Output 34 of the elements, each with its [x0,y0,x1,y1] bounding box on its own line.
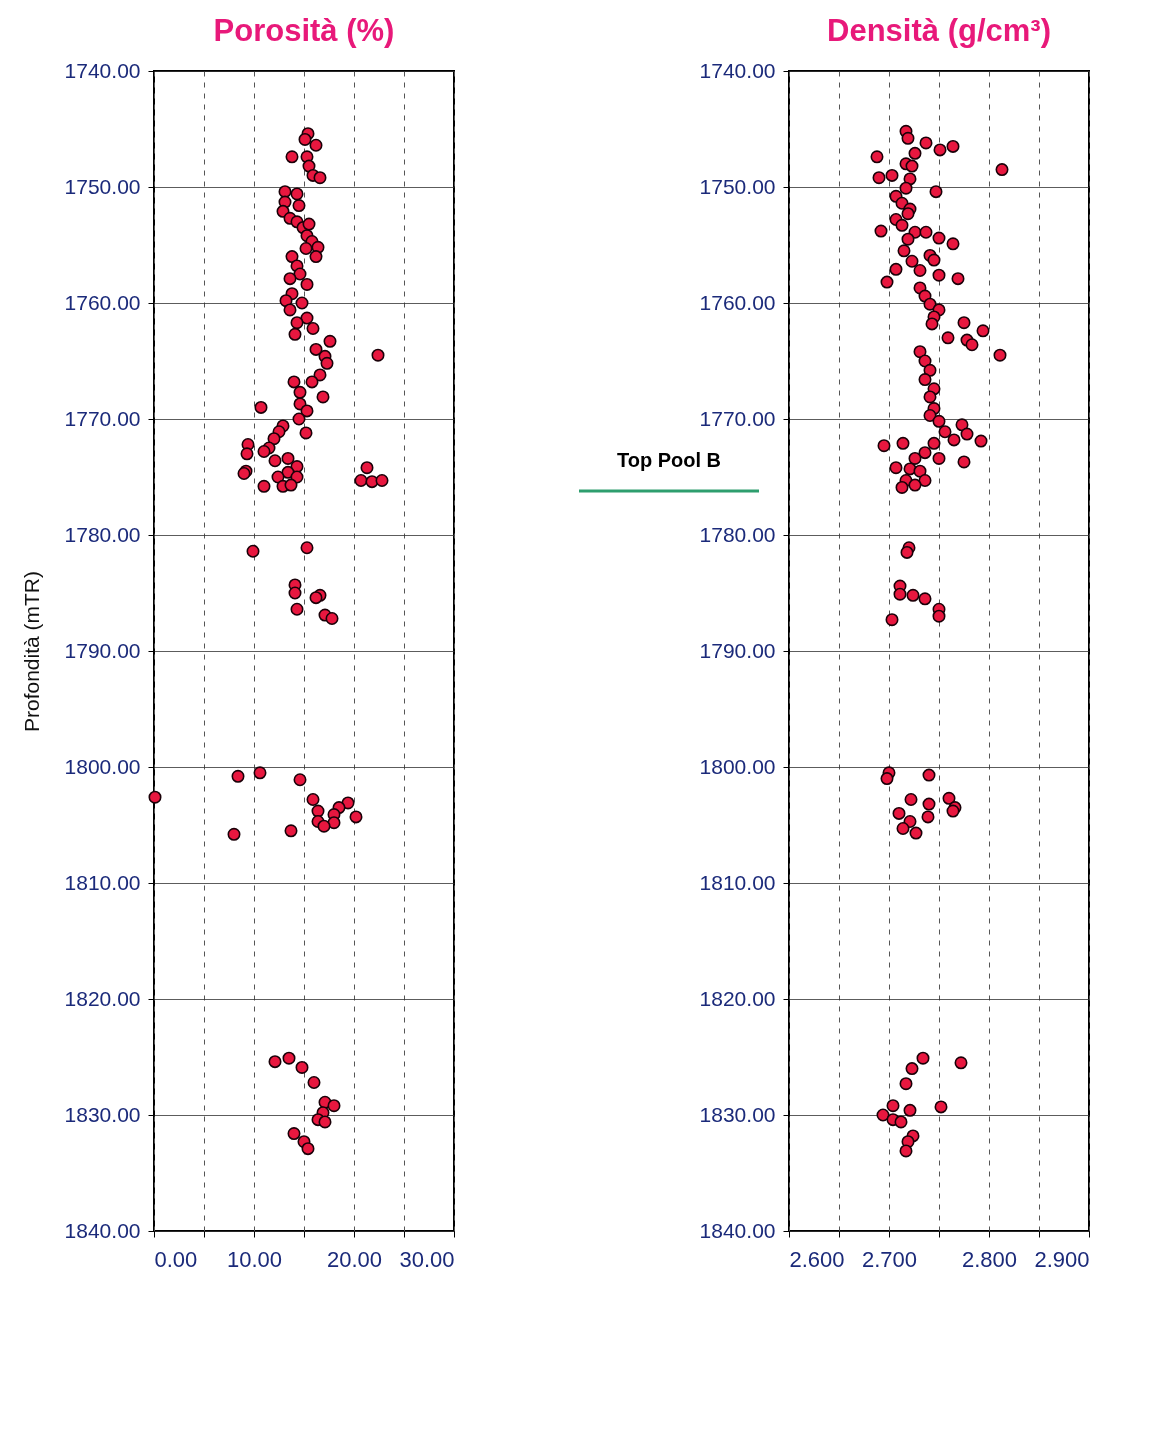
y-tick-label: 1770.00 [699,406,776,430]
y-tick-label: 1740.00 [699,58,776,82]
x-tick-label: 0.00 [154,1246,198,1272]
y-tick-label: 1830.00 [64,1102,141,1126]
y-tick-label: 1800.00 [64,754,141,778]
ref-line-label: Top Pool B [616,448,722,471]
x-tick-label: 10.00 [226,1246,283,1272]
x-tick-label: 20.00 [326,1246,383,1272]
y-tick-label: 1790.00 [699,638,776,662]
y-tick-label: 1800.00 [699,754,776,778]
y-tick-label: 1820.00 [699,986,776,1010]
y-tick-label: 1830.00 [699,1102,776,1126]
y-tick-label: 1790.00 [64,638,141,662]
y-tick-label: 1770.00 [64,406,141,430]
x-tick-label: 2.800 [961,1246,1018,1272]
y-tick-label: 1760.00 [64,290,141,314]
y-tick-label: 1750.00 [699,174,776,198]
y-tick-label: 1840.00 [699,1218,776,1242]
y-tick-label: 1760.00 [699,290,776,314]
x-tick-label: 2.700 [861,1246,918,1272]
y-tick-label: 1780.00 [699,522,776,546]
x-tick-label: 2.600 [789,1246,845,1272]
y-tick-label: 1780.00 [64,522,141,546]
y-tick-label: 1810.00 [64,870,141,894]
y-tick-label: 1750.00 [64,174,141,198]
chart-title: Densità (g/cm³) [827,13,1051,48]
x-tick-label: 30.00 [399,1246,455,1272]
y-tick-label: 1740.00 [64,58,141,82]
y-axis-title: Profondità (mTR) [19,570,43,733]
chart-title: Porosità (%) [213,13,395,48]
y-tick-label: 1820.00 [64,986,141,1010]
x-tick-label: 2.900 [1034,1246,1090,1272]
y-tick-label: 1810.00 [699,870,776,894]
y-tick-label: 1840.00 [64,1218,141,1242]
